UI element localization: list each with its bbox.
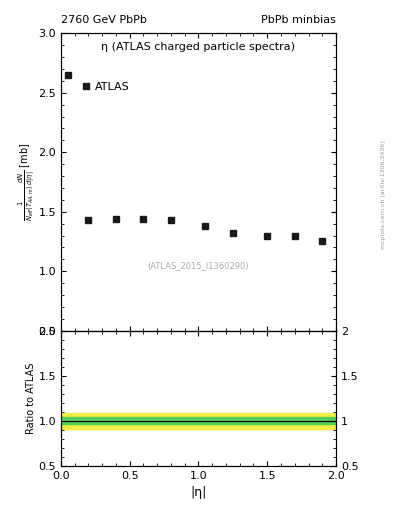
Legend: ATLAS: ATLAS (77, 77, 134, 96)
Text: mcplots.cern.ch [arXiv:1306.3436]: mcplots.cern.ch [arXiv:1306.3436] (381, 140, 386, 249)
ATLAS (230, 230, 235, 236)
Y-axis label: Ratio to ATLAS: Ratio to ATLAS (26, 362, 35, 434)
ATLAS (114, 216, 118, 222)
X-axis label: |η|: |η| (190, 486, 207, 499)
ATLAS (292, 232, 297, 239)
Text: (ATLAS_2015_I1360290): (ATLAS_2015_I1360290) (148, 261, 249, 270)
ATLAS (169, 217, 173, 223)
Text: PbPb minbias: PbPb minbias (261, 14, 336, 25)
ATLAS (265, 232, 270, 239)
ATLAS (320, 239, 325, 245)
ATLAS (141, 216, 146, 222)
Y-axis label: $\frac{1}{N_{eff}\langle T_{AA,m}\rangle}\frac{dN}{d|\eta|}$ [mb]: $\frac{1}{N_{eff}\langle T_{AA,m}\rangle… (17, 143, 37, 221)
ATLAS (65, 72, 70, 78)
ATLAS (203, 223, 208, 229)
ATLAS (86, 217, 91, 223)
Line: ATLAS: ATLAS (65, 72, 325, 244)
Text: 2760 GeV PbPb: 2760 GeV PbPb (61, 14, 147, 25)
Text: η (ATLAS charged particle spectra): η (ATLAS charged particle spectra) (101, 42, 296, 52)
